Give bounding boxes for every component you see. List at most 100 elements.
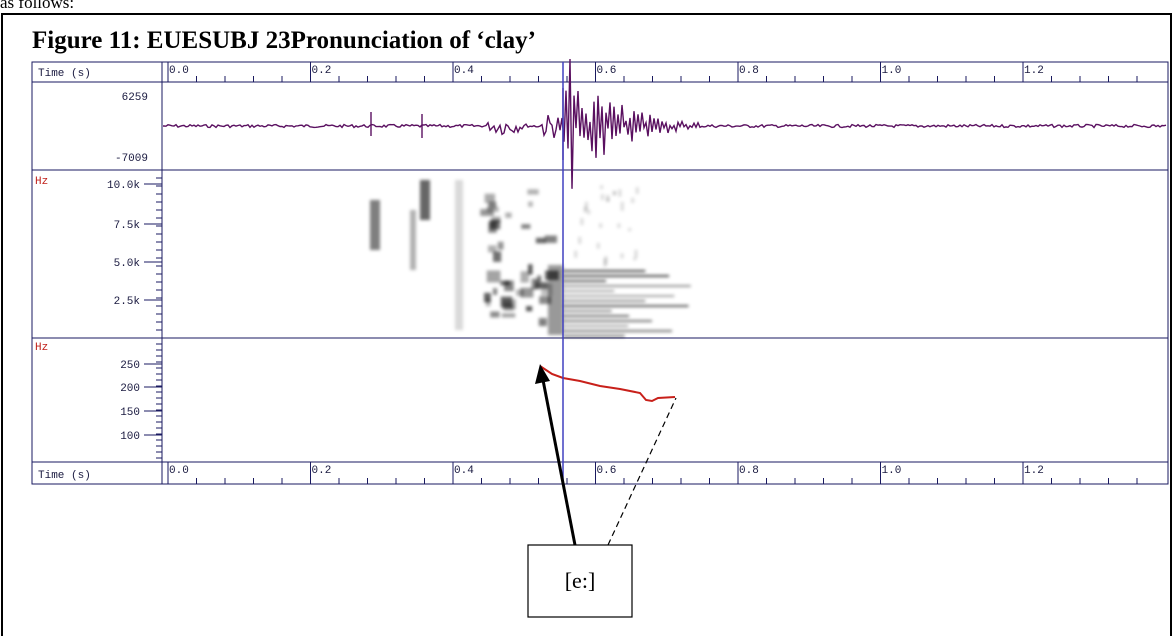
- time-tick-label: 0.6: [597, 465, 617, 477]
- spectral-energy: [563, 335, 625, 337]
- spectrogram-tick-label: 10.0k: [107, 180, 140, 192]
- spectral-energy: [544, 235, 557, 243]
- frame: [1, 13, 1172, 636]
- spectral-energy: [587, 209, 591, 215]
- time-tick-label: 0.4: [454, 65, 474, 77]
- spectral-energy: [631, 197, 635, 203]
- spectral-energy: [492, 288, 498, 295]
- spectral-energy: [520, 287, 534, 298]
- spectral-energy: [485, 298, 491, 307]
- spectral-energy: [484, 193, 496, 203]
- time-axis-label: Time (s): [38, 68, 91, 80]
- spectral-energy: [489, 219, 501, 230]
- time-tick-label: 1.0: [882, 465, 902, 477]
- arrow: [541, 379, 577, 546]
- spectral-energy: [620, 201, 624, 211]
- time-tick-label: 1.0: [882, 65, 902, 77]
- pitch-contour: [539, 365, 676, 403]
- time-tick-label: 1.2: [1024, 65, 1044, 77]
- spectral-energy: [501, 313, 516, 318]
- time-tick-label: 0.0: [169, 465, 189, 477]
- spectral-energy: [620, 253, 624, 259]
- spectral-energy: [488, 201, 497, 209]
- spectral-energy: [541, 283, 553, 296]
- time-tick-label: 0.8: [739, 65, 759, 77]
- waveform-min: -7009: [115, 153, 148, 165]
- dashed-line: [607, 397, 677, 546]
- spectral-energy: [420, 180, 430, 220]
- spectral-energy: [584, 201, 588, 211]
- waveform-max: 6259: [122, 92, 148, 104]
- spectral-energy: [599, 223, 603, 228]
- spectral-energy: [618, 189, 622, 197]
- spectral-energy: [500, 296, 513, 308]
- spectral-energy: [600, 194, 604, 200]
- spectral-energy: [535, 278, 541, 289]
- spectral-energy: [527, 189, 539, 195]
- spectral-energy: [563, 300, 646, 302]
- time-axis-label: Time (s): [38, 470, 91, 482]
- spectral-energy: [537, 275, 542, 282]
- spectral-energy: [596, 242, 600, 249]
- time-tick-label: 0.0: [169, 65, 189, 77]
- spectral-energy: [480, 209, 494, 216]
- spectral-energy: [634, 249, 638, 258]
- spectral-energy: [617, 223, 621, 228]
- spectral-energy: [526, 306, 533, 312]
- spectral-energy: [563, 320, 653, 322]
- spectral-energy: [563, 295, 675, 297]
- spectral-energy: [635, 187, 639, 194]
- spectral-energy: [548, 265, 563, 335]
- arrow-head: [535, 364, 550, 384]
- spectral-energy: [563, 290, 615, 292]
- time-tick-label: 0.4: [454, 465, 474, 477]
- spectral-energy: [563, 315, 630, 317]
- spectral-energy: [563, 330, 673, 332]
- spectral-energy: [583, 206, 587, 213]
- waveform: [163, 58, 1167, 189]
- spectral-energy: [493, 251, 502, 262]
- spectral-energy: [628, 228, 632, 232]
- spectral-energy: [488, 245, 497, 253]
- spectral-energy: [516, 289, 524, 296]
- spectral-energy: [563, 305, 689, 307]
- spectral-energy: [633, 257, 637, 261]
- spectral-energy: [486, 270, 501, 283]
- spectral-energy: [410, 210, 416, 270]
- spectral-energy: [531, 278, 537, 290]
- spectral-energy: [520, 271, 529, 283]
- spectral-energy: [563, 270, 646, 272]
- spectral-energy: [484, 292, 491, 303]
- spectral-energy: [574, 250, 578, 258]
- time-tick-label: 0.2: [312, 465, 332, 477]
- spectral-energy: [504, 280, 514, 292]
- spectral-energy: [563, 275, 670, 277]
- callout-text: [e:]: [565, 568, 596, 593]
- pitch-tick-label: 250: [120, 360, 140, 372]
- spectral-energy: [600, 185, 604, 189]
- spectral-energy: [490, 311, 500, 318]
- pitch-tick-label: 200: [120, 383, 140, 395]
- spectral-energy: [606, 194, 610, 202]
- spectral-energy: [538, 318, 547, 327]
- spectral-energy: [604, 256, 608, 265]
- figure-title: Figure 11: EUESUBJ 23Pronunciation of ‘c…: [32, 27, 536, 54]
- unit-label: Hz: [35, 176, 48, 188]
- spectral-energy: [521, 224, 531, 229]
- pitch-tick-label: 150: [120, 407, 140, 419]
- spectral-energy: [563, 325, 629, 327]
- spectral-energy: [528, 264, 533, 275]
- spectral-energy: [612, 191, 616, 196]
- intro-text: as follows:: [0, 0, 74, 12]
- spectral-energy: [580, 218, 584, 226]
- callout-box: [527, 544, 633, 618]
- spectral-energy: [500, 280, 510, 286]
- spectral-energy: [497, 241, 504, 250]
- unit-label: Hz: [35, 342, 48, 354]
- time-tick-label: 0.8: [739, 465, 759, 477]
- spectral-energy: [563, 310, 612, 312]
- spectral-energy: [578, 236, 582, 244]
- spectral-energy: [528, 201, 533, 207]
- spectral-energy: [505, 212, 512, 218]
